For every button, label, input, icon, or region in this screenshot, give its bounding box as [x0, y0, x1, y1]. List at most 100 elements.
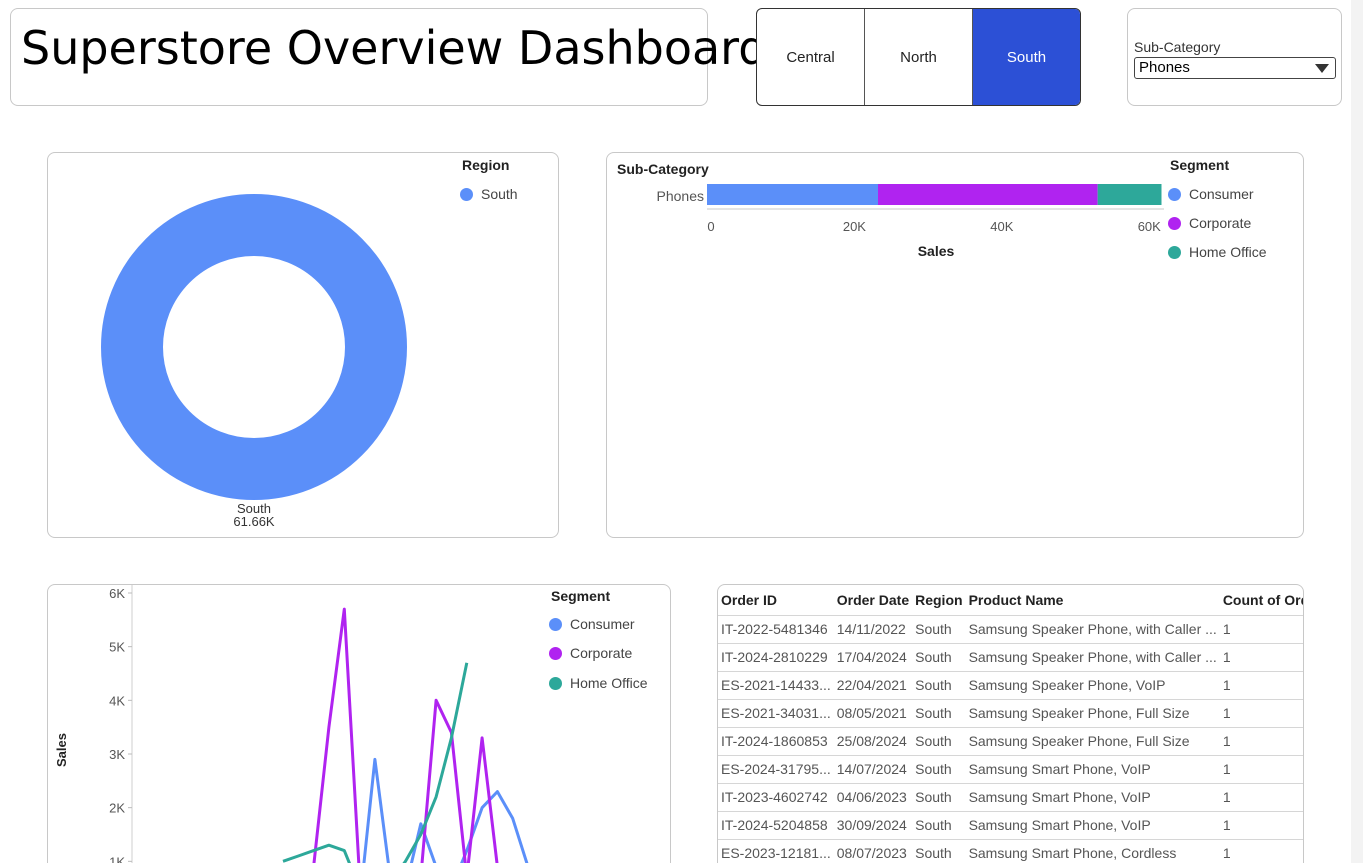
line-legend-item-corporate[interactable]: Corporate — [549, 645, 632, 661]
donut-legend-item-south[interactable]: South — [460, 186, 518, 202]
table-row[interactable]: IT-2024-2810229 17/04/2024 South Samsung Sp… — [718, 642, 1303, 671]
subcategory-bar-chart: Sub-Category Phones 0 20K 40K 60K Sales — [617, 161, 1164, 259]
table-cell: 1 — [1219, 670, 1303, 699]
bar-legend-label-consumer: Consumer — [1189, 186, 1254, 202]
table-cell: 14/07/2024 — [833, 754, 913, 783]
legend-dot-icon — [1168, 245, 1181, 259]
table-cell: Samsung Speaker Phone, Full Size — [965, 726, 1220, 755]
bar-x-tick-label: 40K — [990, 219, 1013, 234]
line-legend-label-consumer: Consumer — [570, 616, 635, 632]
page-title: Superstore Overview Dashboard — [21, 21, 768, 75]
table-row[interactable]: IT-2024-5204858 30/09/2024 South Samsung Sm… — [718, 810, 1303, 839]
column-header[interactable]: Product Name — [968, 591, 1064, 608]
table-cell: South — [912, 810, 966, 839]
table-row[interactable]: ES-2023-12181... 08/07/2023 South Samsung S… — [718, 838, 1303, 863]
bar-legend-label-corporate: Corporate — [1189, 215, 1252, 231]
line-legend-item-consumer[interactable]: Consumer — [549, 616, 635, 632]
table-cell: 14/11/2022 — [833, 614, 913, 643]
table-cell: 1 — [1219, 642, 1303, 671]
table-cell: IT-2024-5204858 — [718, 810, 834, 839]
line-series-corporate[interactable] — [312, 607, 528, 863]
bar-axis-title: Sub-Category — [617, 161, 709, 177]
orders-table: Order ID Order Date Region Product Name Coun… — [718, 585, 1303, 863]
table-cell: South — [912, 614, 966, 643]
table-row[interactable]: IT-2024-1860853 25/08/2024 South Samsung Sp… — [718, 726, 1303, 755]
line-y-axis-title: Sales — [54, 733, 69, 767]
table-header-row: Order ID Order Date Region Product Name Coun… — [718, 585, 1303, 615]
legend-dot-icon — [460, 187, 473, 201]
table-cell: 1 — [1219, 726, 1303, 755]
table-cell: South — [912, 670, 966, 699]
table-cell: 1 — [1219, 698, 1303, 727]
table-cell: 04/06/2023 — [833, 782, 913, 811]
column-header[interactable]: Region — [915, 591, 963, 608]
column-header[interactable]: Order ID — [721, 591, 778, 608]
donut-slice-south[interactable] — [101, 194, 407, 500]
table-cell: 1 — [1219, 782, 1303, 811]
region-donut-chart: South 61.66K — [101, 194, 407, 529]
line-series-home-office[interactable] — [282, 662, 469, 863]
bar-category-label-phones: Phones — [657, 188, 704, 204]
line-series-consumer[interactable] — [360, 757, 529, 863]
chevron-down-icon[interactable] — [1315, 64, 1329, 73]
table-cell: IT-2023-4602742 — [718, 782, 834, 811]
table-cell: Samsung Smart Phone, VoIP — [965, 782, 1220, 811]
line-y-tick-label: 1K — [109, 854, 125, 863]
legend-dot-icon — [1168, 187, 1181, 201]
table-cell: ES-2021-14433... — [718, 670, 834, 699]
column-header[interactable]: Count of Order ... — [1222, 591, 1303, 608]
donut-label-value: 61.66K — [233, 514, 275, 529]
table-cell: 22/04/2021 — [833, 670, 913, 699]
table-cell: South — [912, 838, 966, 863]
bar-x-tick-label: 20K — [843, 219, 866, 234]
orders-table-card: Order ID Order Date Region Product Name Coun… — [717, 584, 1304, 863]
table-cell: Samsung Smart Phone, Cordless — [965, 838, 1220, 863]
bar-segment-corporate[interactable] — [878, 184, 1098, 205]
bar-legend-item-home-office[interactable]: Home Office — [1168, 244, 1267, 260]
page-scrollbar[interactable] — [1351, 0, 1363, 863]
table-cell: 17/04/2024 — [833, 642, 913, 671]
bar-x-tick-label: 60K — [1138, 219, 1161, 234]
table-cell: South — [912, 698, 966, 727]
region-option-south[interactable]: South — [973, 9, 1080, 105]
region-option-central[interactable]: Central — [757, 9, 865, 105]
line-y-tick-label: 4K — [109, 693, 125, 708]
bar-segment-home-office[interactable] — [1097, 184, 1162, 205]
legend-dot-icon — [1168, 216, 1181, 230]
subcategory-dropdown[interactable]: Phones — [1134, 57, 1336, 79]
region-donut-card: South 61.66K Region South — [47, 152, 559, 538]
bar-legend-item-corporate[interactable]: Corporate — [1168, 215, 1251, 231]
table-row[interactable]: ES-2021-34031... 08/05/2021 South Samsung S… — [718, 698, 1303, 727]
table-cell: Samsung Smart Phone, VoIP — [965, 754, 1220, 783]
line-y-tick-label: 3K — [109, 747, 125, 762]
table-cell: 1 — [1219, 754, 1303, 783]
line-legend-item-home-office[interactable]: Home Office — [549, 675, 648, 691]
line-y-tick-label: 5K — [109, 640, 125, 655]
subcategory-filter-card: Sub-Category Phones — [1127, 8, 1342, 106]
bar-segment-consumer[interactable] — [707, 184, 879, 205]
bar-legend-title: Segment — [1170, 157, 1230, 173]
table-cell: South — [912, 726, 966, 755]
bar-legend-label-home-office: Home Office — [1189, 244, 1267, 260]
table-cell: 30/09/2024 — [833, 810, 913, 839]
bar-x-tick-label: 0 — [707, 219, 714, 234]
donut-legend-label: South — [481, 186, 518, 202]
donut-legend-title: Region — [462, 157, 510, 173]
table-cell: Samsung Smart Phone, VoIP — [965, 810, 1220, 839]
line-legend-label-corporate: Corporate — [570, 645, 633, 661]
legend-dot-icon — [549, 676, 562, 690]
table-cell: ES-2023-12181... — [718, 838, 834, 863]
column-header[interactable]: Order Date — [836, 591, 910, 608]
bar-legend-item-consumer[interactable]: Consumer — [1168, 186, 1254, 202]
table-cell: 08/05/2021 — [833, 698, 913, 727]
region-option-north[interactable]: North — [865, 9, 973, 105]
table-row[interactable]: ES-2021-14433... 22/04/2021 South Samsung S… — [718, 670, 1303, 699]
line-legend-label-home-office: Home Office — [570, 675, 648, 691]
table-row[interactable]: ES-2024-31795... 14/07/2024 South Samsung S… — [718, 754, 1303, 783]
table-cell: South — [912, 642, 966, 671]
subcategory-bar-card: Sub-Category Phones 0 20K 40K 60K Sales Seg… — [606, 152, 1304, 538]
table-row[interactable]: IT-2023-4602742 04/06/2023 South Samsung Sm… — [718, 782, 1303, 811]
table-row[interactable]: IT-2022-5481346 14/11/2022 South Samsung Sp… — [718, 614, 1303, 643]
sales-line-chart: 1K 2K 3K 4K 5K 6K Sales — [54, 585, 529, 863]
